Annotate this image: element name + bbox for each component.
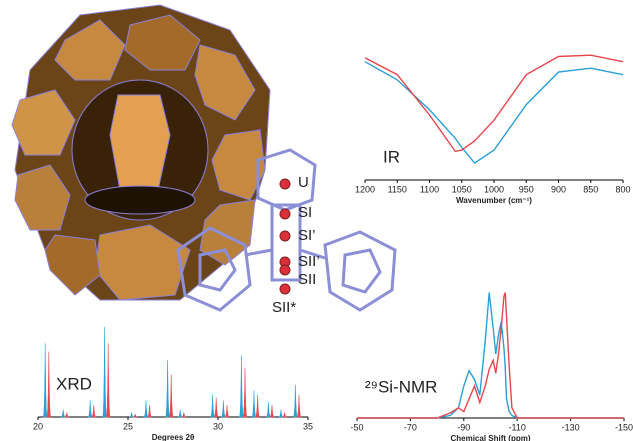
peak [251,390,257,418]
peak [102,326,108,418]
site-label: SII* [272,299,296,316]
peak [168,374,174,418]
peak [255,394,261,418]
peak [87,400,93,418]
x-tick-label: -150 [615,422,633,432]
peak [91,405,97,418]
peak [129,412,134,418]
annotation: ²⁹Si-NMR [365,377,437,396]
x-tick-label: 1200 [355,184,375,194]
x-tick-label: 1050 [452,184,472,194]
x-tick-label: 35 [303,421,313,431]
peak [42,343,48,418]
x-axis-label: Degrees 2θ [152,433,195,441]
peak [64,412,70,418]
peak [282,412,287,418]
peak [210,394,216,418]
peak [213,397,219,418]
site-label: SI [298,204,312,221]
x-tick-label: -130 [562,422,580,432]
annotation: XRD [56,374,92,393]
peak [46,351,52,418]
x-tick-label: 25 [123,421,133,431]
peak [296,394,302,418]
framework [176,148,397,312]
peak [177,409,183,418]
peak [238,355,244,418]
x-tick-label: 850 [583,184,598,194]
site-label: SI’ [298,227,316,244]
peak [266,402,271,418]
peak [105,343,111,418]
peak [132,414,138,418]
x-tick-label: 1000 [484,184,504,194]
sites [279,178,291,295]
peak [242,368,248,418]
x-tick-label: 900 [551,184,566,194]
x-tick-label: 1100 [420,184,439,194]
peak [292,384,298,418]
line [364,54,624,153]
x-tick-label: 20 [33,421,43,431]
x-axis-label: Chemical Shift (ppm) [450,434,530,441]
x-tick-label: -70 [404,422,417,432]
peak [269,405,275,418]
line [357,292,624,419]
peak [147,405,152,418]
sodalite-cage [11,4,271,301]
peak [221,400,226,418]
x-tick-label: 800 [615,184,630,194]
line [357,292,624,419]
x-tick-label: -90 [457,422,470,432]
peak [143,400,149,418]
site-label: SII’ [298,253,320,270]
peak [60,409,66,418]
site-label: SII [298,271,316,288]
x-tick-label: 30 [213,421,223,431]
peak [278,409,284,418]
line [364,61,624,165]
site-label: U [298,174,309,191]
x-tick-label: -110 [509,422,526,432]
peak [224,405,230,418]
x-axis-label: Wavenumber (cm⁻¹) [456,196,532,205]
annotation: IR [383,147,400,166]
peak [165,359,171,418]
x-tick-label: 1150 [388,184,407,194]
peak [181,412,187,418]
x-tick-label: -50 [350,422,363,432]
x-tick-label: 950 [519,184,534,194]
